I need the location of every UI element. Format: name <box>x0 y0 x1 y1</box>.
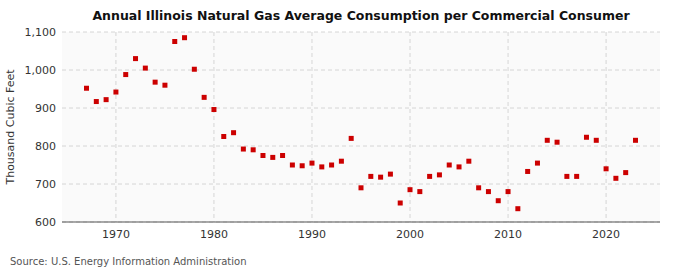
point <box>211 107 216 112</box>
point <box>506 189 511 194</box>
point <box>172 39 177 44</box>
point <box>486 189 491 194</box>
point <box>182 35 187 40</box>
point <box>535 161 540 166</box>
point <box>270 155 275 160</box>
grid-line-x <box>311 32 312 222</box>
point <box>329 163 334 168</box>
plot-area <box>62 32 660 222</box>
x-tick-label: 2000 <box>396 228 424 241</box>
point <box>515 206 520 211</box>
points <box>84 35 638 211</box>
point <box>251 147 256 152</box>
point <box>633 138 638 143</box>
grid-line-x <box>213 32 214 222</box>
point <box>555 140 560 145</box>
y-axis-label: Thousand Cubic Feet <box>4 69 17 186</box>
grid <box>62 32 660 222</box>
point <box>417 189 422 194</box>
point <box>457 164 462 169</box>
point <box>359 185 364 190</box>
point <box>192 67 197 72</box>
x-axis-line <box>62 222 660 223</box>
grid-line-y <box>62 108 660 109</box>
grid-line-x <box>115 32 116 222</box>
grid-line-y <box>62 32 660 33</box>
grid-line-y <box>62 146 660 147</box>
x-tick-label: 2010 <box>494 228 522 241</box>
point <box>300 163 305 168</box>
point <box>623 170 628 175</box>
point <box>594 138 599 143</box>
point <box>309 161 314 166</box>
point <box>466 159 471 164</box>
point <box>496 198 501 203</box>
point <box>564 174 569 179</box>
point <box>202 95 207 100</box>
point <box>143 66 148 71</box>
point <box>476 185 481 190</box>
point <box>104 97 109 102</box>
x-tick-label: 1970 <box>102 228 130 241</box>
point <box>427 174 432 179</box>
point <box>280 153 285 158</box>
point <box>447 163 452 168</box>
title: Annual Illinois Natural Gas Average Cons… <box>92 8 630 23</box>
grid-line-y <box>62 184 660 185</box>
point <box>84 86 89 91</box>
point <box>153 80 158 85</box>
point <box>133 56 138 61</box>
point <box>613 176 618 181</box>
point <box>241 147 246 152</box>
grid-line-y <box>62 70 660 71</box>
point <box>584 135 589 140</box>
point <box>123 72 128 77</box>
point <box>290 163 295 168</box>
point <box>408 187 413 192</box>
source-note: Source: U.S. Energy Information Administ… <box>10 256 247 267</box>
x-tick-label: 1990 <box>298 228 326 241</box>
point <box>260 153 265 158</box>
point <box>378 175 383 180</box>
grid-line-x <box>410 32 411 222</box>
point <box>94 99 99 104</box>
point <box>604 166 609 171</box>
point <box>388 172 393 177</box>
y-tick-label: 700 <box>35 178 56 191</box>
point <box>221 134 226 139</box>
y-tick-label: 800 <box>35 140 56 153</box>
chart: 1970 1980 1990 2000 2010 2020 600 700 800 900 1,00… <box>0 0 675 275</box>
point <box>368 174 373 179</box>
point <box>349 136 354 141</box>
point <box>319 164 324 169</box>
point <box>339 159 344 164</box>
point <box>231 130 236 135</box>
y-tick-label: 900 <box>35 102 56 115</box>
x-tick-label: 2020 <box>592 228 620 241</box>
y-tick-label: 1,000 <box>25 64 57 77</box>
point <box>545 138 550 143</box>
point <box>574 174 579 179</box>
point <box>398 201 403 206</box>
grid-line-y <box>62 222 660 223</box>
y-tick-label: 1,100 <box>25 26 57 39</box>
x-tick-label: 1980 <box>200 228 228 241</box>
point <box>437 172 442 177</box>
y-tick-label: 600 <box>35 216 56 229</box>
grid-line-x <box>606 32 607 222</box>
point <box>113 90 118 95</box>
point <box>525 169 530 174</box>
point <box>162 83 167 88</box>
